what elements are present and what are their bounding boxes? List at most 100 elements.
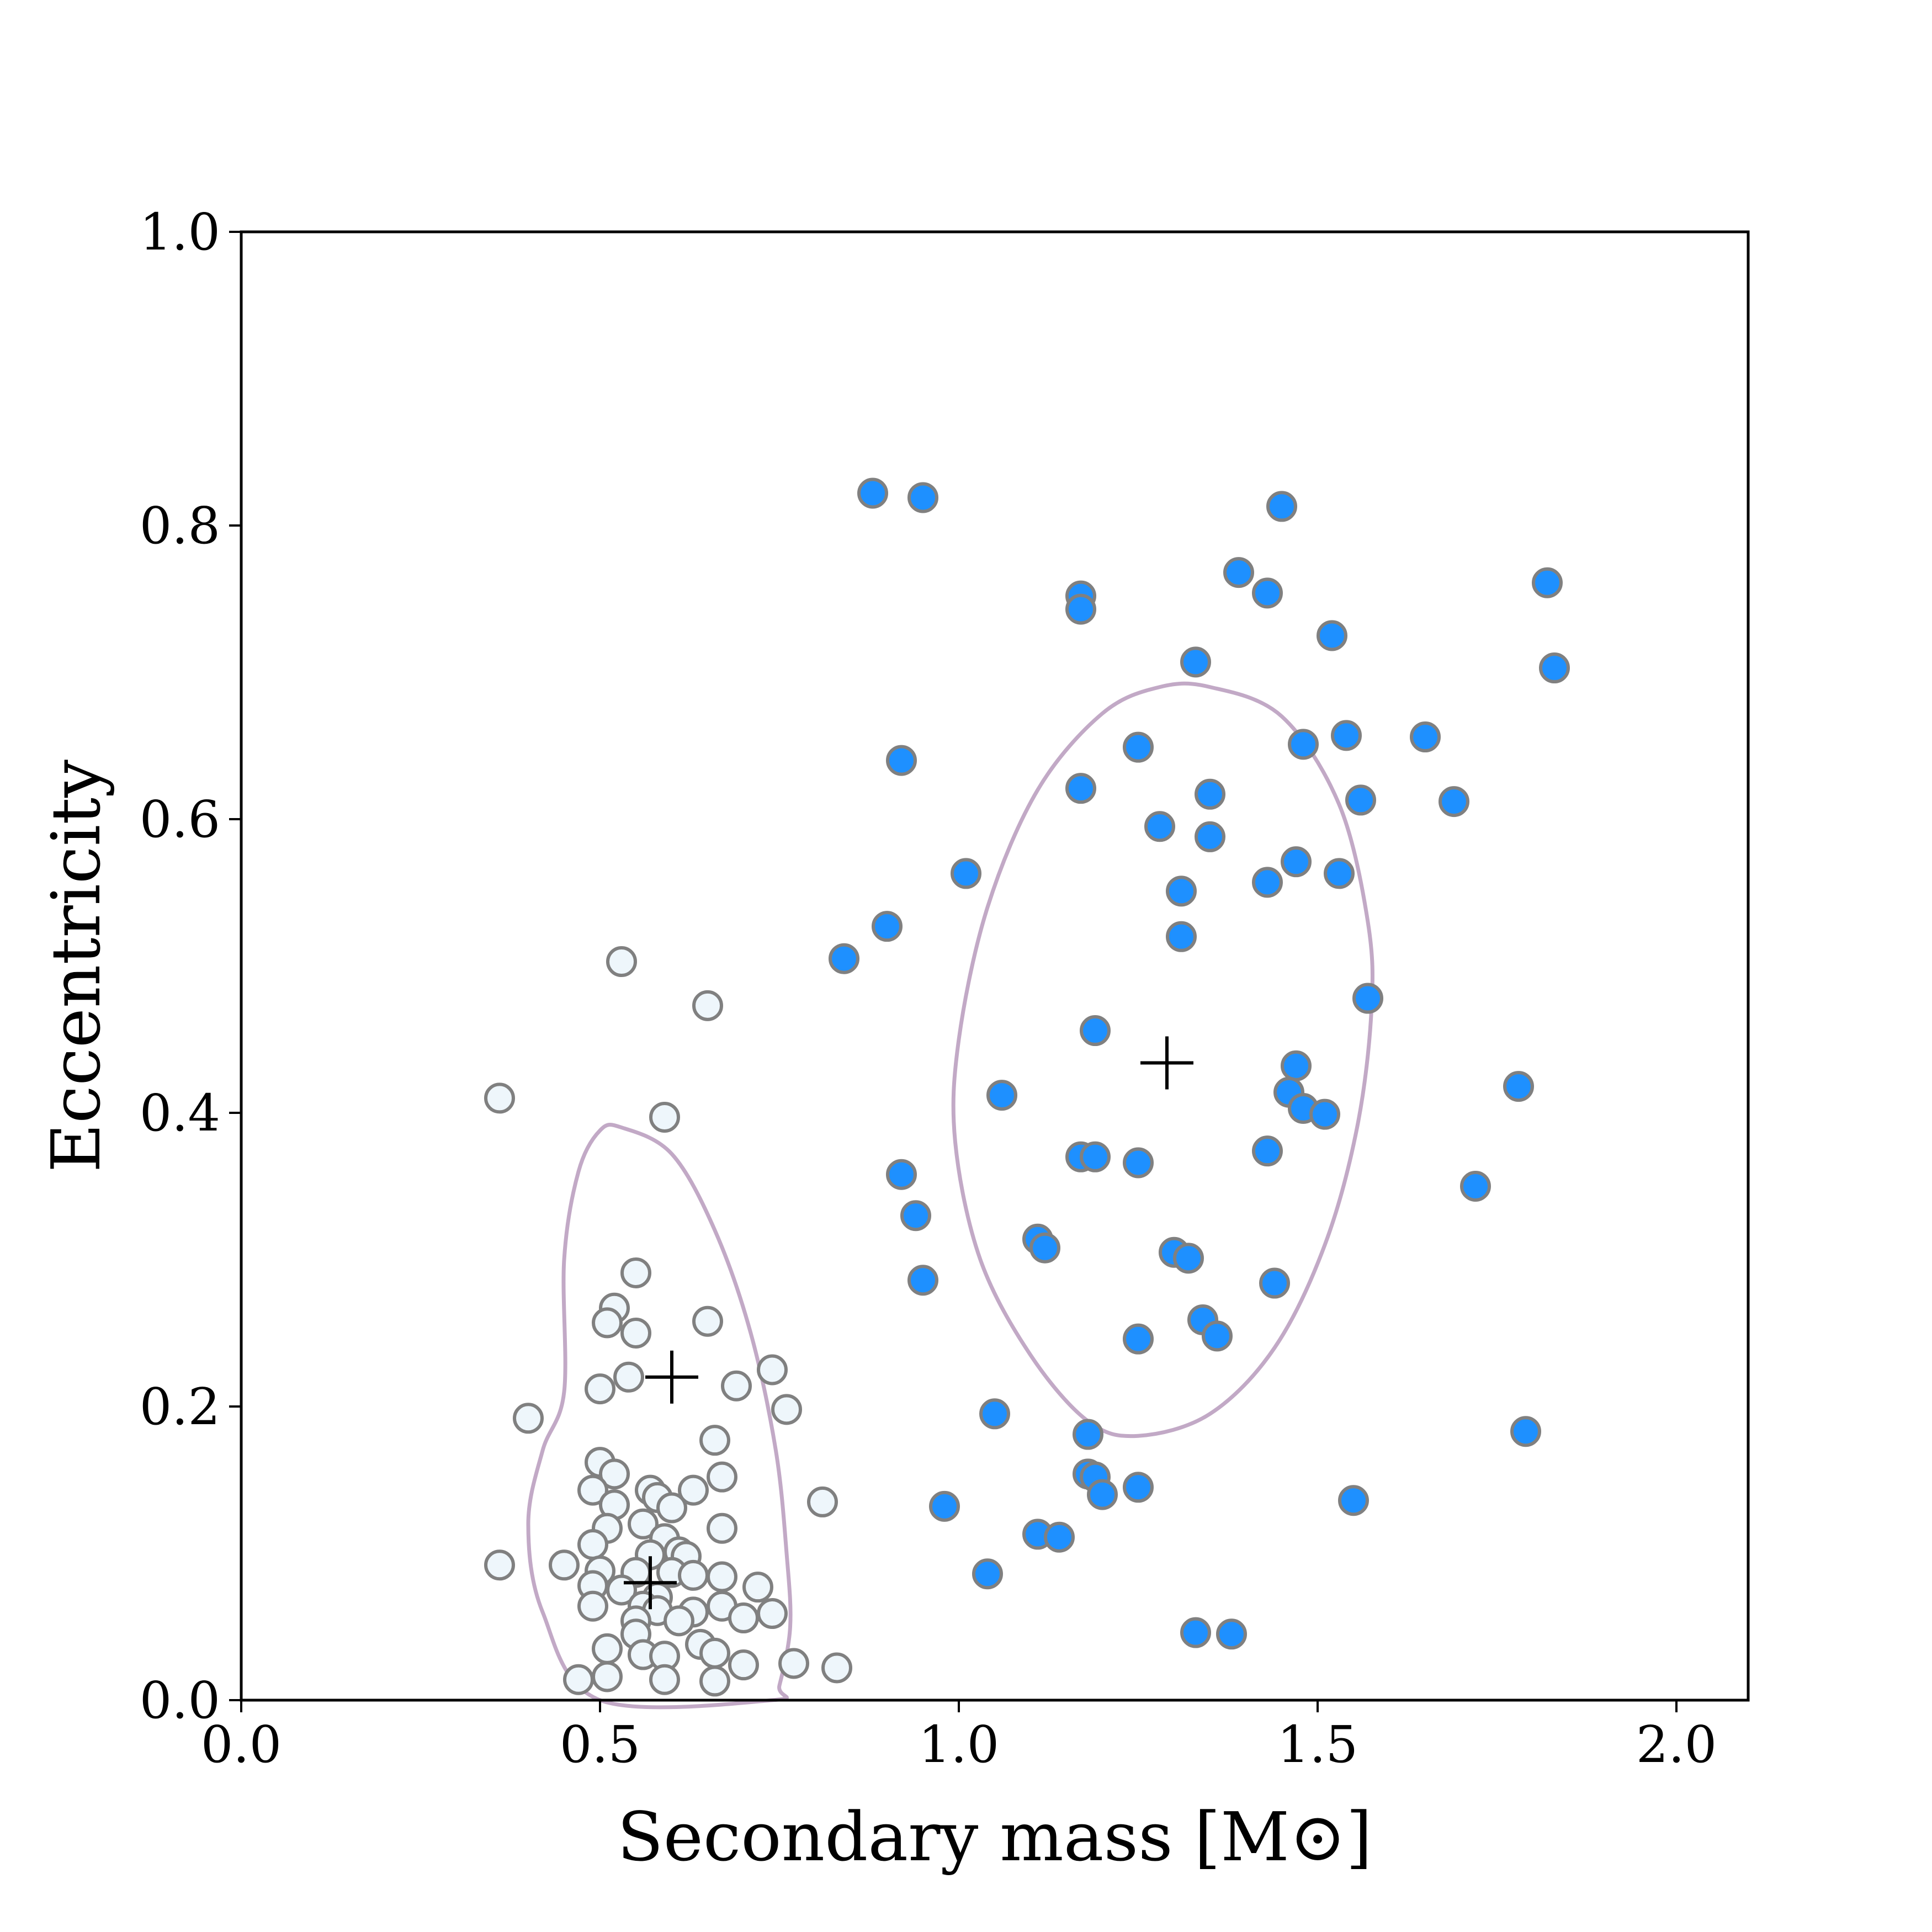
filled-data-point bbox=[986, 1080, 1017, 1111]
contour-layer bbox=[526, 681, 1374, 1710]
filled-data-point bbox=[1338, 1485, 1369, 1516]
filled-data-point bbox=[1195, 778, 1225, 810]
filled-data-point bbox=[1281, 846, 1312, 878]
open-data-point bbox=[513, 1403, 544, 1434]
filled-data-point bbox=[1324, 858, 1355, 889]
open-data-point bbox=[699, 1665, 730, 1697]
open-data-point bbox=[678, 1559, 709, 1591]
y-tick-label: 0.6 bbox=[140, 790, 220, 849]
open-data-point bbox=[599, 1458, 630, 1490]
open-data-point bbox=[728, 1649, 759, 1681]
density-contour bbox=[526, 1123, 793, 1710]
filled-data-point bbox=[929, 1490, 960, 1522]
filled-data-point bbox=[1080, 1015, 1111, 1047]
filled-data-point bbox=[1166, 921, 1197, 952]
filled-data-point bbox=[1352, 983, 1383, 1014]
filled-data-point bbox=[951, 858, 981, 889]
open-data-point bbox=[699, 1637, 730, 1669]
filled-data-point bbox=[1503, 1071, 1534, 1102]
filled-data-point bbox=[907, 1265, 938, 1296]
y-axis-title: Eccentricity bbox=[37, 760, 115, 1172]
filled-data-point bbox=[1123, 1472, 1154, 1503]
filled-data-point bbox=[1173, 1243, 1204, 1274]
open-data-point bbox=[484, 1549, 515, 1581]
filled-data-point bbox=[1281, 1050, 1312, 1081]
open-data-point bbox=[678, 1474, 709, 1506]
filled-data-point bbox=[907, 482, 938, 513]
filled-data-point bbox=[1532, 567, 1563, 598]
open-data-point bbox=[585, 1373, 615, 1405]
filled-data-point bbox=[1180, 1617, 1211, 1648]
x-tick-label: 2.0 bbox=[1636, 1715, 1717, 1774]
filled-data-point bbox=[1195, 821, 1225, 852]
plot-frame bbox=[240, 230, 1750, 1702]
open-data-point bbox=[628, 1508, 659, 1540]
y-tick-label: 0.2 bbox=[140, 1377, 220, 1436]
filled-data-point bbox=[1029, 1232, 1060, 1264]
open-data-point bbox=[606, 946, 637, 978]
open-data-point bbox=[577, 1529, 608, 1561]
filled-data-point bbox=[1123, 1147, 1154, 1179]
y-tick-label: 0.4 bbox=[140, 1084, 220, 1143]
filled-data-point bbox=[1460, 1171, 1491, 1202]
open-data-point bbox=[692, 1305, 723, 1337]
filled-data-point bbox=[1065, 593, 1096, 625]
x-tick-label: 1.5 bbox=[1277, 1715, 1358, 1774]
open-data-point bbox=[692, 990, 723, 1021]
centroid-cross-marker bbox=[624, 1556, 677, 1610]
open-data-point bbox=[757, 1598, 788, 1630]
open-data-point bbox=[620, 1318, 651, 1349]
open-data-point bbox=[592, 1633, 623, 1664]
open-data-point bbox=[699, 1425, 730, 1456]
filled-data-point bbox=[1044, 1521, 1075, 1553]
filled-data-point bbox=[1223, 557, 1254, 588]
centroid-cross-marker bbox=[645, 1350, 698, 1404]
y-axis-ticks: 0.0 0.2 0.4 0.6 0.8 1.0 bbox=[140, 203, 241, 1730]
filled-data-point bbox=[979, 1398, 1010, 1430]
open-data-point bbox=[721, 1370, 752, 1402]
open-data-point bbox=[664, 1605, 694, 1637]
open-data-point bbox=[821, 1652, 852, 1684]
filled-data-point bbox=[1216, 1618, 1247, 1650]
y-tick-label: 0.0 bbox=[140, 1671, 220, 1730]
x-axis-ticks: 0.0 0.5 1.0 1.5 2.0 bbox=[201, 1700, 1717, 1774]
open-data-point bbox=[577, 1590, 608, 1622]
open-data-point bbox=[649, 1664, 680, 1695]
open-data-point bbox=[620, 1257, 651, 1288]
filled-data-point bbox=[872, 911, 903, 942]
centroid-cross-marker bbox=[1140, 1036, 1193, 1090]
filled-data-point bbox=[1345, 784, 1376, 816]
y-tick-label: 0.8 bbox=[140, 496, 220, 555]
centroid-layer bbox=[624, 1036, 1193, 1610]
filled-data-point bbox=[1073, 1419, 1103, 1450]
open-data-point bbox=[592, 1661, 623, 1692]
open-data-point bbox=[757, 1354, 788, 1386]
open-data-point bbox=[807, 1486, 838, 1517]
x-axis-title: Secondary mass [M⊙] bbox=[617, 1798, 1372, 1876]
open-data-point bbox=[778, 1648, 809, 1679]
open-data-point bbox=[484, 1082, 515, 1114]
filled-data-point bbox=[1080, 1141, 1111, 1172]
filled-data-point bbox=[1266, 491, 1297, 522]
filled-data-point bbox=[1166, 875, 1197, 907]
open-data-point bbox=[707, 1561, 737, 1593]
filled-data-point bbox=[1439, 786, 1469, 818]
filled-data-point bbox=[1309, 1098, 1340, 1130]
y-tick-label: 1.0 bbox=[140, 203, 220, 262]
open-data-point bbox=[577, 1474, 608, 1506]
filled-data-point bbox=[1202, 1320, 1233, 1352]
filled-data-point bbox=[1065, 773, 1096, 804]
open-data-point bbox=[613, 1361, 644, 1393]
filled-data-point bbox=[1288, 729, 1319, 760]
filled-data-point bbox=[1180, 646, 1211, 678]
x-tick-label: 1.0 bbox=[919, 1715, 999, 1774]
filled-data-point bbox=[972, 1558, 1003, 1590]
filled-data-point bbox=[1510, 1416, 1541, 1447]
open-data-point bbox=[649, 1101, 680, 1133]
filled-data-point bbox=[1144, 811, 1175, 842]
filled-data-point bbox=[1331, 720, 1362, 751]
filled-data-point bbox=[829, 943, 859, 974]
open-data-point bbox=[707, 1512, 737, 1544]
